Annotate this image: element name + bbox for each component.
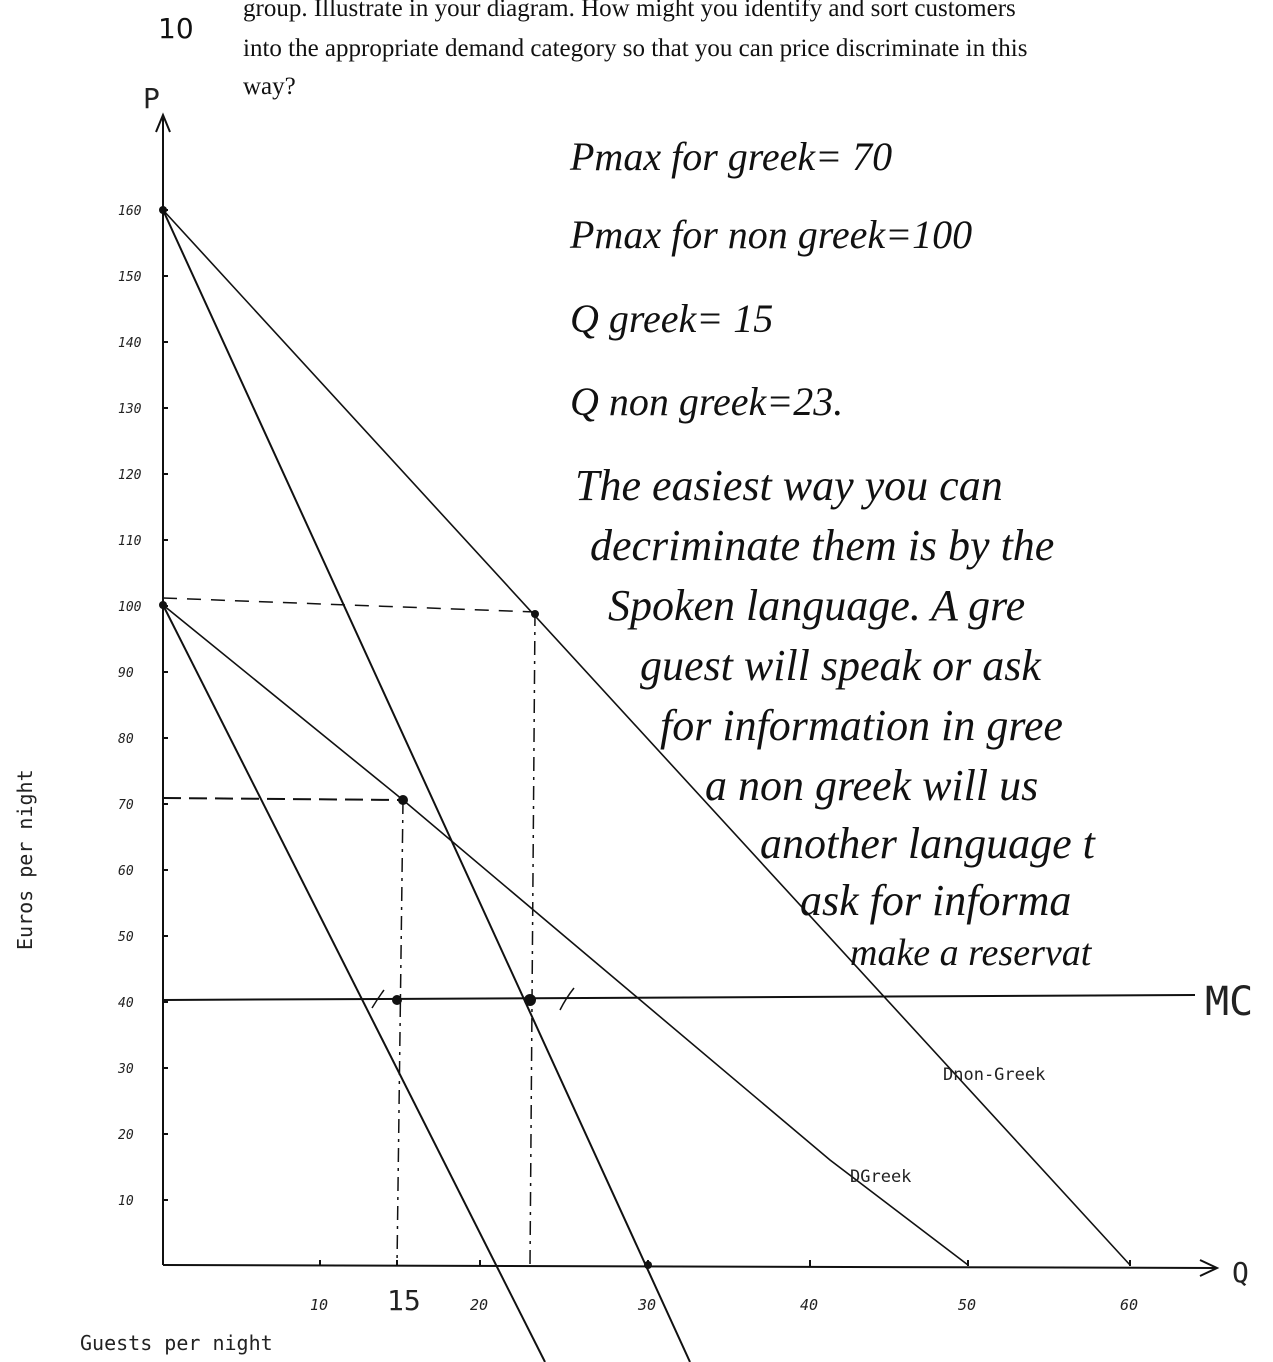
curve-label: Dnon-Greek [943,1065,1045,1085]
x-tick-label: 20 [470,1296,488,1314]
point [524,994,536,1006]
y-tick-label: 40 [118,996,134,1011]
mr-greek [163,605,545,1362]
y-axis-label: Euros per night [13,769,37,950]
answer-line: decriminate them is by the [590,521,1054,570]
y-tick-label: 130 [118,402,142,417]
question-number: 10 [158,12,194,45]
y-tick-label: 90 [118,666,134,681]
mc-label: MC [1205,979,1253,1025]
price-dash [163,598,535,612]
answer: The easiest way you can decriminate them… [575,461,1097,974]
y-tick-label: 60 [118,864,134,879]
y-tick-label: 160 [118,204,142,219]
x-tick-label: 40 [800,1296,818,1314]
answer-line: for information in gree [660,701,1063,750]
x-axis-symbol: Q [1232,1256,1249,1289]
price-dash [163,798,403,800]
y-tick-label: 80 [118,732,134,747]
x-tick-label: 10 [310,1296,328,1314]
y-axis-symbol: P [143,82,160,115]
answer-line: The easiest way you can [575,461,1003,510]
answer-line: make a reservat [850,932,1093,974]
quantity-dash [530,612,535,1265]
curve-label: DGreek [850,1167,911,1187]
note: Pmax for greek= 70 [569,134,892,179]
point [398,795,408,805]
x-tick-label: 30 [637,1296,656,1314]
y-tick-label: 110 [118,534,142,549]
note: Q greek= 15 [570,296,773,341]
quantity-dash [397,800,403,1265]
question-line: group. Illustrate in your diagram. How m… [243,0,1016,22]
question-line: way? [243,73,296,100]
note: Pmax for non greek=100 [569,212,972,257]
mc-line [163,995,1195,1000]
y-tick-label: 100 [118,600,142,615]
y-tick-label: 140 [118,336,142,351]
note: Q non greek=23. [570,379,843,424]
y-tick-label: 30 [117,1062,134,1077]
x-tick-label: 50 [958,1296,976,1314]
page: {"header": {"number": "10", "question": … [0,0,1273,1362]
y-tick-label: 20 [118,1128,134,1143]
y-tick-label: 150 [118,270,142,285]
answer-line: guest will speak or ask [640,641,1042,690]
y-tick-label: 70 [118,798,134,813]
diagram-page: 10 group. Illustrate in your diagram. Ho… [0,0,1273,1362]
answer-line: a non greek will us [705,761,1038,810]
point [392,995,402,1005]
x-tick-label: 15 [387,1284,421,1317]
question-line: into the appropriate demand category so … [243,35,1027,62]
answer-line: Spoken language. A gre [608,581,1025,630]
y-tick-label: 120 [118,468,142,483]
point [531,610,539,618]
y-tick-label: 50 [118,930,134,945]
y-tick-label: 10 [118,1194,134,1209]
answer-line: another language t [760,819,1097,868]
answer-line: ask for informa [800,876,1071,925]
x-tick-label: 60 [1120,1296,1138,1314]
x-axis-label: Guests per night [80,1331,273,1355]
